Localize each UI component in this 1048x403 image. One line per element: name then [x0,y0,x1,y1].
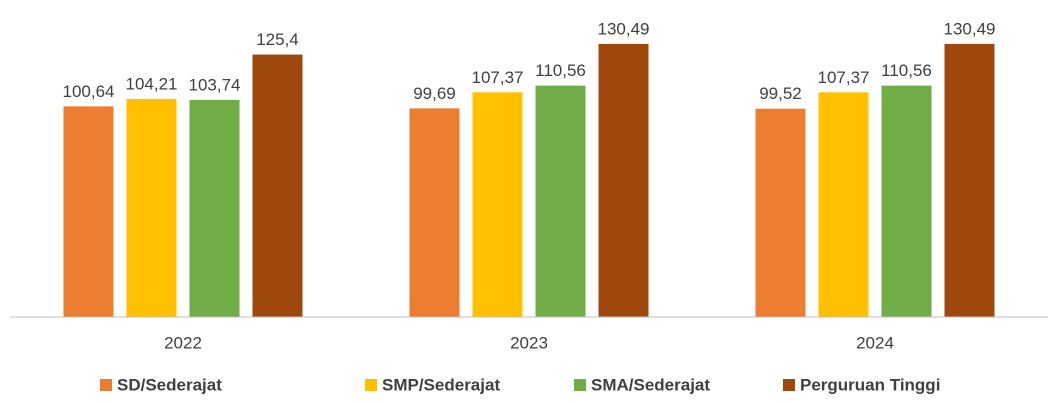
bar [818,92,869,317]
legend-swatch [365,379,377,391]
bar [755,108,806,317]
legend-swatch [574,379,586,391]
legend-label: Perguruan Tinggi [800,375,940,394]
data-label: 103,74 [189,75,241,94]
data-label: 110,56 [535,61,586,80]
data-label: 125,4 [256,30,299,49]
x-tick-label: 2024 [856,333,894,352]
bar [252,54,303,317]
legend-label: SD/Sederajat [117,375,222,394]
data-label: 99,52 [759,84,802,103]
bar [126,98,177,318]
bar [472,92,523,317]
bar [881,85,932,318]
bar [189,99,240,318]
data-label: 100,64 [63,82,115,101]
data-label: 130,49 [944,19,996,38]
data-label: 130,49 [598,19,650,38]
bar [598,43,649,317]
legend: SD/Sederajat SMP/Sederajat SMA/Sederajat Pe… [100,375,940,394]
legend-swatch [783,379,795,391]
legend-label: SMP/Sederajat [382,375,500,394]
bar [535,85,586,318]
bar [409,108,460,317]
x-tick-label: 2023 [510,333,548,352]
data-label: 104,21 [126,74,178,93]
bar [63,106,114,318]
data-label: 107,37 [472,68,524,87]
bar [944,43,995,317]
x-tick-label: 2022 [164,333,202,352]
legend-swatch [100,379,112,391]
data-label: 110,56 [881,61,932,80]
legend-label: SMA/Sederajat [591,375,710,394]
data-label: 99,69 [413,84,456,103]
data-label: 107,37 [818,68,870,87]
